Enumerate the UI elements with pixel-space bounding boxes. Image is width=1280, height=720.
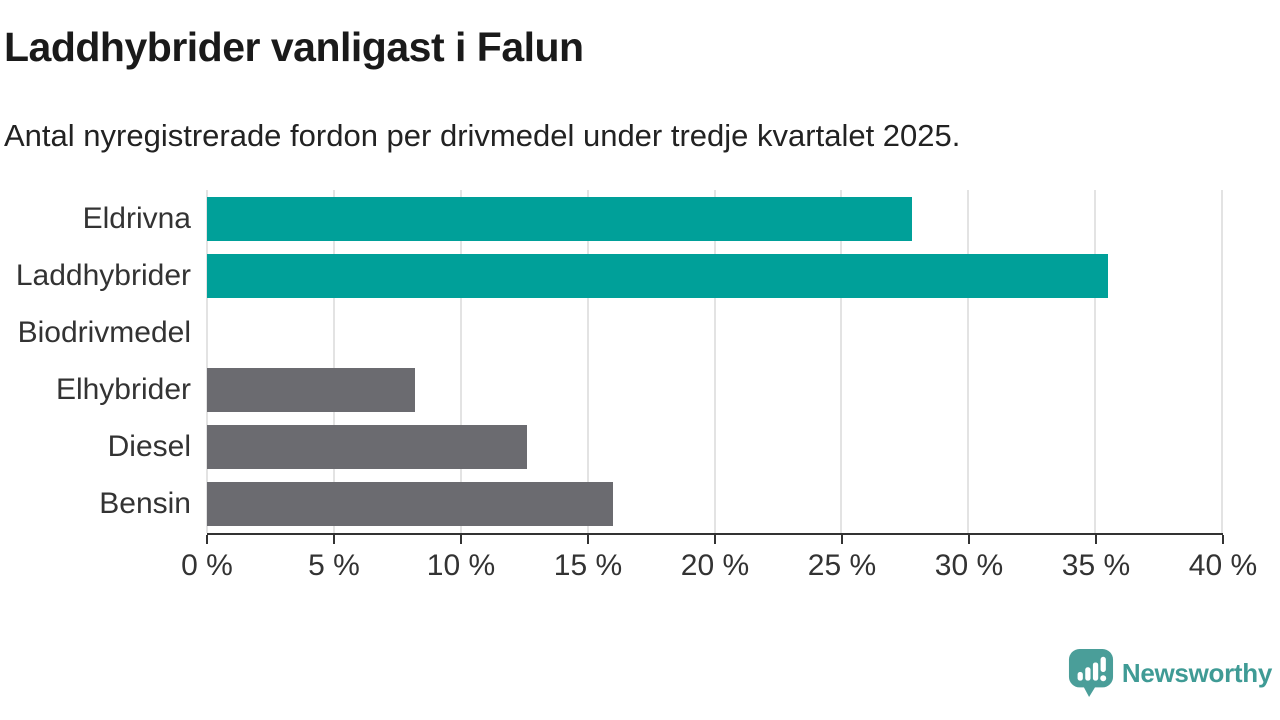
x-axis-line [207, 533, 1223, 535]
tick-label: 0 % [181, 549, 233, 582]
brand-footer: Newsworthy [1068, 648, 1272, 698]
gridline [206, 190, 208, 533]
tick-label: 40 % [1188, 549, 1258, 582]
bar-row [207, 247, 1222, 304]
bar-row [207, 476, 1222, 533]
tick-mark [1222, 535, 1224, 544]
tick-label: 15 % [553, 549, 623, 582]
bar-elhybrider [207, 368, 416, 413]
gridline [459, 190, 462, 533]
gridline [1221, 190, 1223, 533]
tick-label: 35 % [1061, 549, 1131, 582]
gridline [967, 190, 970, 533]
bar-row [207, 190, 1222, 247]
tick-mark [968, 535, 970, 544]
tick-mark [1095, 535, 1097, 544]
gridline [332, 190, 335, 533]
bar-laddhybrider [207, 253, 1108, 298]
brand-name: Newsworthy [1121, 657, 1272, 688]
tick-mark [714, 535, 716, 544]
category-label: Diesel [107, 430, 191, 464]
category-label: Biodrivmedel [17, 315, 191, 349]
tick-mark [460, 535, 462, 544]
tick-mark [841, 535, 843, 544]
category-label: Elhybrider [55, 373, 191, 407]
tick-label: 30 % [934, 549, 1004, 582]
gridline [713, 190, 716, 533]
gridline [1094, 190, 1097, 533]
plot-area [206, 190, 1223, 533]
tick-label: 5 % [308, 549, 360, 582]
category-label: Laddhybrider [15, 258, 191, 292]
tick-mark [333, 535, 335, 544]
x-axis: 0 % 5 % 10 % 15 % 20 % 25 % 30 % 35 % 40 % [181, 533, 1257, 593]
bar-diesel [207, 425, 527, 470]
y-axis-labels: Eldrivna Laddhybrider Biodrivmedel Elhybrid… [0, 190, 191, 533]
bar-row [207, 304, 1222, 361]
chart-title: Laddhybrider vanligast i Falun [4, 24, 584, 70]
tick-label: 10 % [426, 549, 496, 582]
category-label: Eldrivna [82, 201, 191, 235]
chart-subtitle: Antal nyregistrerade fordon per drivmede… [4, 118, 961, 153]
tick-label: 20 % [680, 549, 750, 582]
gridline [840, 190, 843, 533]
bar-eldrivna [207, 196, 913, 241]
newsworthy-logo-icon [1068, 649, 1113, 697]
tick-mark [587, 535, 589, 544]
gridline [586, 190, 589, 533]
bar-row [207, 419, 1222, 476]
bar-row [207, 362, 1222, 419]
bar-bensin [207, 482, 613, 527]
tick-label: 25 % [807, 549, 877, 582]
tick-mark [206, 535, 208, 544]
category-label: Bensin [99, 487, 191, 521]
